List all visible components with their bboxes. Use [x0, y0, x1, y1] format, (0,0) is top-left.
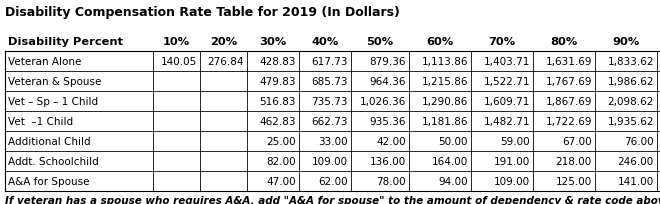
Text: 1,631.69: 1,631.69	[546, 57, 592, 67]
Text: 78.00: 78.00	[376, 176, 406, 186]
Text: 42.00: 42.00	[376, 136, 406, 146]
Text: 1,290.86: 1,290.86	[422, 96, 468, 106]
Text: 50.00: 50.00	[438, 136, 468, 146]
Text: 50%: 50%	[366, 37, 393, 47]
Text: 1,026.36: 1,026.36	[360, 96, 406, 106]
Text: 30%: 30%	[259, 37, 286, 47]
Text: 685.73: 685.73	[312, 77, 348, 86]
Text: 1,181.86: 1,181.86	[422, 116, 468, 126]
Text: 935.36: 935.36	[370, 116, 406, 126]
Text: 47.00: 47.00	[267, 176, 296, 186]
Text: Addt. Schoolchild: Addt. Schoolchild	[8, 156, 99, 166]
Text: 10%: 10%	[163, 37, 190, 47]
Text: 1,113.86: 1,113.86	[422, 57, 468, 67]
Text: 141.00: 141.00	[618, 176, 654, 186]
Text: 479.83: 479.83	[259, 77, 296, 86]
Text: Disability Compensation Rate Table for 2019 (In Dollars): Disability Compensation Rate Table for 2…	[5, 6, 400, 19]
Text: 1,482.71: 1,482.71	[484, 116, 530, 126]
Text: Veteran Alone: Veteran Alone	[8, 57, 81, 67]
Text: 191.00: 191.00	[494, 156, 530, 166]
Text: 735.73: 735.73	[312, 96, 348, 106]
Text: 1,403.71: 1,403.71	[484, 57, 530, 67]
Text: 140.05: 140.05	[161, 57, 197, 67]
Text: 59.00: 59.00	[500, 136, 530, 146]
Text: 62.00: 62.00	[318, 176, 348, 186]
Text: 1,215.86: 1,215.86	[422, 77, 468, 86]
Text: If veteran has a spouse who requires A&A, add "A&A for spouse" to the amount of : If veteran has a spouse who requires A&A…	[5, 195, 660, 204]
Text: 76.00: 76.00	[624, 136, 654, 146]
Text: 1,609.71: 1,609.71	[484, 96, 530, 106]
Text: Vet – Sp – 1 Child: Vet – Sp – 1 Child	[8, 96, 98, 106]
Text: 109.00: 109.00	[494, 176, 530, 186]
Text: 80%: 80%	[550, 37, 578, 47]
Text: 94.00: 94.00	[438, 176, 468, 186]
Text: 1,935.62: 1,935.62	[607, 116, 654, 126]
Text: Vet  –1 Child: Vet –1 Child	[8, 116, 73, 126]
Text: 136.00: 136.00	[370, 156, 406, 166]
Text: 218.00: 218.00	[556, 156, 592, 166]
Text: 1,722.69: 1,722.69	[546, 116, 592, 126]
Text: 516.83: 516.83	[259, 96, 296, 106]
Text: 90%: 90%	[612, 37, 640, 47]
Text: 246.00: 246.00	[618, 156, 654, 166]
Text: 40%: 40%	[312, 37, 339, 47]
Text: 125.00: 125.00	[556, 176, 592, 186]
Text: 276.84: 276.84	[207, 57, 244, 67]
Text: 164.00: 164.00	[432, 156, 468, 166]
Text: Veteran & Spouse: Veteran & Spouse	[8, 77, 102, 86]
Text: 428.83: 428.83	[259, 57, 296, 67]
Text: A&A for Spouse: A&A for Spouse	[8, 176, 90, 186]
Text: 1,767.69: 1,767.69	[546, 77, 592, 86]
Text: 109.00: 109.00	[312, 156, 348, 166]
Text: 617.73: 617.73	[312, 57, 348, 67]
Text: 879.36: 879.36	[370, 57, 406, 67]
Text: Additional Child: Additional Child	[8, 136, 90, 146]
Text: 1,522.71: 1,522.71	[484, 77, 530, 86]
Text: Disability Percent: Disability Percent	[8, 37, 123, 47]
Text: 1,833.62: 1,833.62	[607, 57, 654, 67]
Text: 1,986.62: 1,986.62	[607, 77, 654, 86]
Text: 67.00: 67.00	[562, 136, 592, 146]
Text: 1,867.69: 1,867.69	[546, 96, 592, 106]
Text: 964.36: 964.36	[370, 77, 406, 86]
Text: 25.00: 25.00	[267, 136, 296, 146]
Text: 70%: 70%	[488, 37, 515, 47]
Text: 462.83: 462.83	[259, 116, 296, 126]
Text: 2,098.62: 2,098.62	[608, 96, 654, 106]
Text: 20%: 20%	[210, 37, 237, 47]
Text: 33.00: 33.00	[318, 136, 348, 146]
Text: 60%: 60%	[426, 37, 453, 47]
Text: 82.00: 82.00	[267, 156, 296, 166]
Text: 662.73: 662.73	[312, 116, 348, 126]
